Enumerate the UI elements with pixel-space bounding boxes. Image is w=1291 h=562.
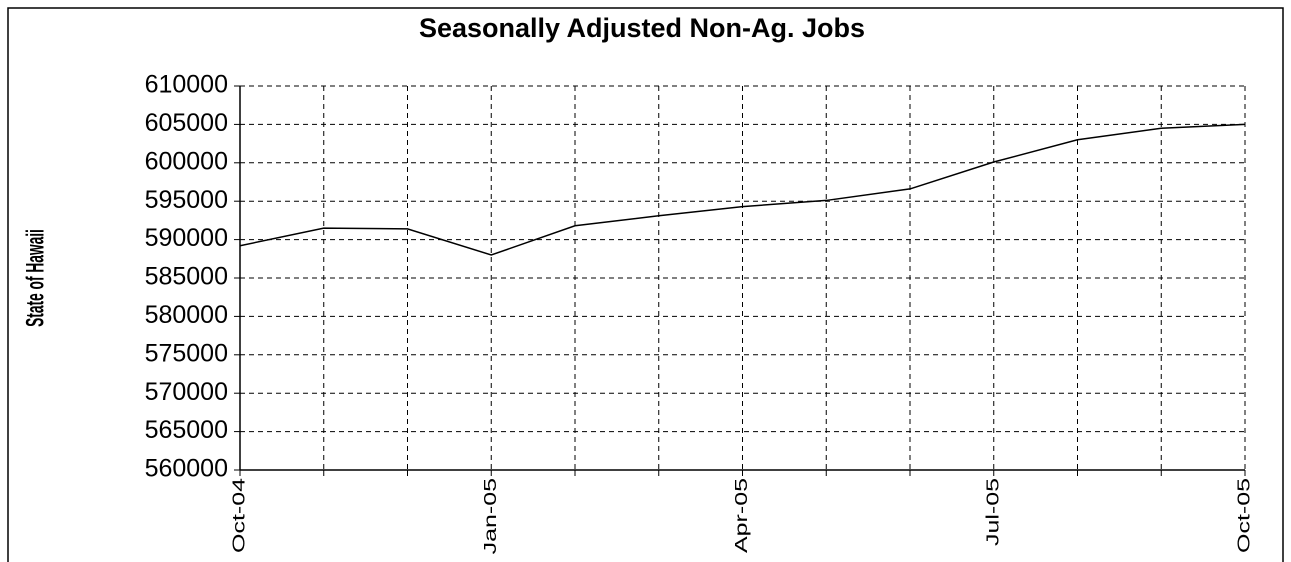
y-tick-label: 610000 (145, 71, 228, 99)
x-tick-label: Apr-05 (731, 478, 751, 553)
chart-frame (7, 7, 1284, 562)
x-tick-label: Oct-05 (1233, 478, 1253, 553)
y-tick-label: 575000 (145, 339, 228, 367)
y-tick-label: 605000 (145, 109, 228, 137)
y-tick-label: 600000 (145, 147, 228, 175)
y-tick-label: 590000 (145, 224, 228, 252)
y-axis-label: State of Hawaii (23, 229, 50, 327)
y-tick-label: 570000 (145, 378, 228, 406)
y-tick-label: 580000 (145, 301, 228, 329)
y-tick-label: 565000 (145, 416, 228, 444)
x-tick-label: Jul-05 (982, 478, 1002, 546)
y-tick-label: 595000 (145, 186, 228, 214)
y-tick-label: 585000 (145, 263, 228, 291)
data-line (239, 123, 1246, 256)
x-tick-label: Jan-05 (480, 478, 500, 554)
chart-title: Seasonally Adjusted Non-Ag. Jobs (419, 13, 865, 43)
y-tick-label: 560000 (145, 455, 228, 483)
x-tick-label: Oct-04 (228, 478, 248, 553)
